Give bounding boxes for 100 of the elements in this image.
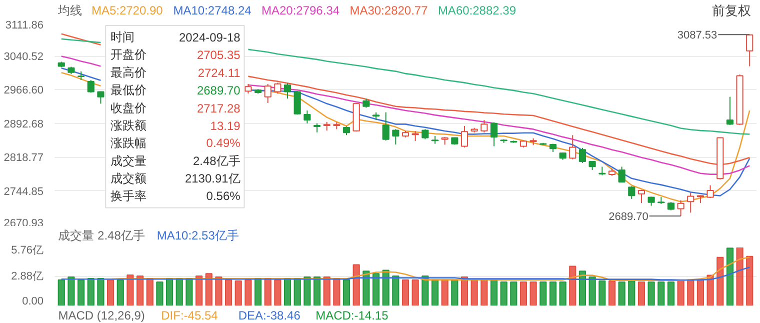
bar [726,248,734,306]
text: 2024-09-18 [178,30,240,45]
annotation: 2689.70 [608,210,648,223]
bar [549,281,557,306]
y-tick-label: 2744.85 [4,186,44,198]
bar [451,279,458,306]
bar [264,278,272,306]
y-tick-label: 2892.68 [4,118,44,130]
bar [372,273,380,306]
bar [195,275,203,306]
bar [323,276,330,306]
bar [696,278,704,306]
y-tick-label: 3111.86 [5,20,44,32]
bar [530,281,537,306]
category-label: 开盘价 [110,48,147,62]
bar [116,279,124,306]
bar [706,274,714,306]
bar [648,281,655,306]
legend-title: 均线 [57,4,82,18]
bar [215,276,222,306]
bar [716,256,724,306]
bar [667,281,675,306]
bar [166,278,174,306]
category-label: 最低价 [110,83,147,98]
candlestick [274,82,282,94]
text: 0.56% [206,189,240,204]
y-tick-label: 2966.60 [4,84,44,97]
bar [58,279,65,306]
candlestick [480,120,488,133]
text: 2724.11 [198,66,240,80]
bar [569,266,576,306]
bar [480,279,488,306]
bar [540,281,547,306]
candlestick [706,184,714,199]
candlestick [726,96,734,126]
text: DEA:-38.46 [238,308,301,322]
bar [68,276,75,306]
bar [304,276,311,306]
bar [598,280,606,306]
candlestick [304,110,311,124]
text: 前复权 [712,3,751,18]
text: MACD (12,26,9) [58,308,145,322]
candlestick [422,128,429,140]
bar [146,278,154,306]
bar [274,279,282,306]
y-tick-label: 5.76亿 [11,244,44,256]
bar [412,279,419,306]
bar [362,270,370,306]
text: MA30:2820.77 [350,4,428,18]
candlestick [362,98,370,108]
y-tick-label: 2.88亿 [11,270,44,282]
category-label: 涨跌幅 [110,136,147,150]
bar [578,270,586,306]
bar [628,280,636,306]
bar [470,279,478,306]
bar [608,280,616,306]
bar [186,278,193,306]
bar [333,278,340,306]
bar [313,276,321,306]
bar [106,279,114,306]
bar [392,275,400,306]
candlestick [87,79,94,94]
bar [520,281,528,306]
bar [588,276,596,306]
candlestick [687,192,694,214]
candlestick [628,186,636,200]
bar [205,273,212,306]
category-label: 成交量 [110,154,147,168]
bar [559,281,566,306]
bar [244,279,252,306]
candlestick [490,122,498,147]
text: 13.19 [210,118,240,133]
y-tick-label: 0.00 [22,296,44,308]
bar [97,278,104,306]
bar [677,280,684,306]
text: 2705.35 [196,48,240,62]
text: MA60:2882.39 [438,4,516,18]
bar [176,278,183,306]
text: MACD:-14.15 [316,308,389,322]
bar [342,279,350,306]
candlestick [648,196,655,206]
y-tick-label: 3040.52 [4,51,44,64]
bar [294,278,301,306]
category-label: 时间 [110,30,135,44]
candlestick [97,90,104,104]
text: 2689.70 [196,84,240,98]
category-label: 最高价 [110,65,147,80]
candlestick [313,122,321,133]
text: 2.48亿手 [192,154,240,168]
bar [510,281,518,306]
candlestick [382,112,390,142]
bar [618,281,626,306]
bar [490,279,498,306]
candlestick [569,134,576,160]
candlestick [677,200,684,216]
annotation: 3087.53 [677,30,718,42]
bar [658,281,665,306]
text: MA20:2796.34 [261,4,340,18]
bar [382,270,390,306]
candlestick [392,128,400,146]
